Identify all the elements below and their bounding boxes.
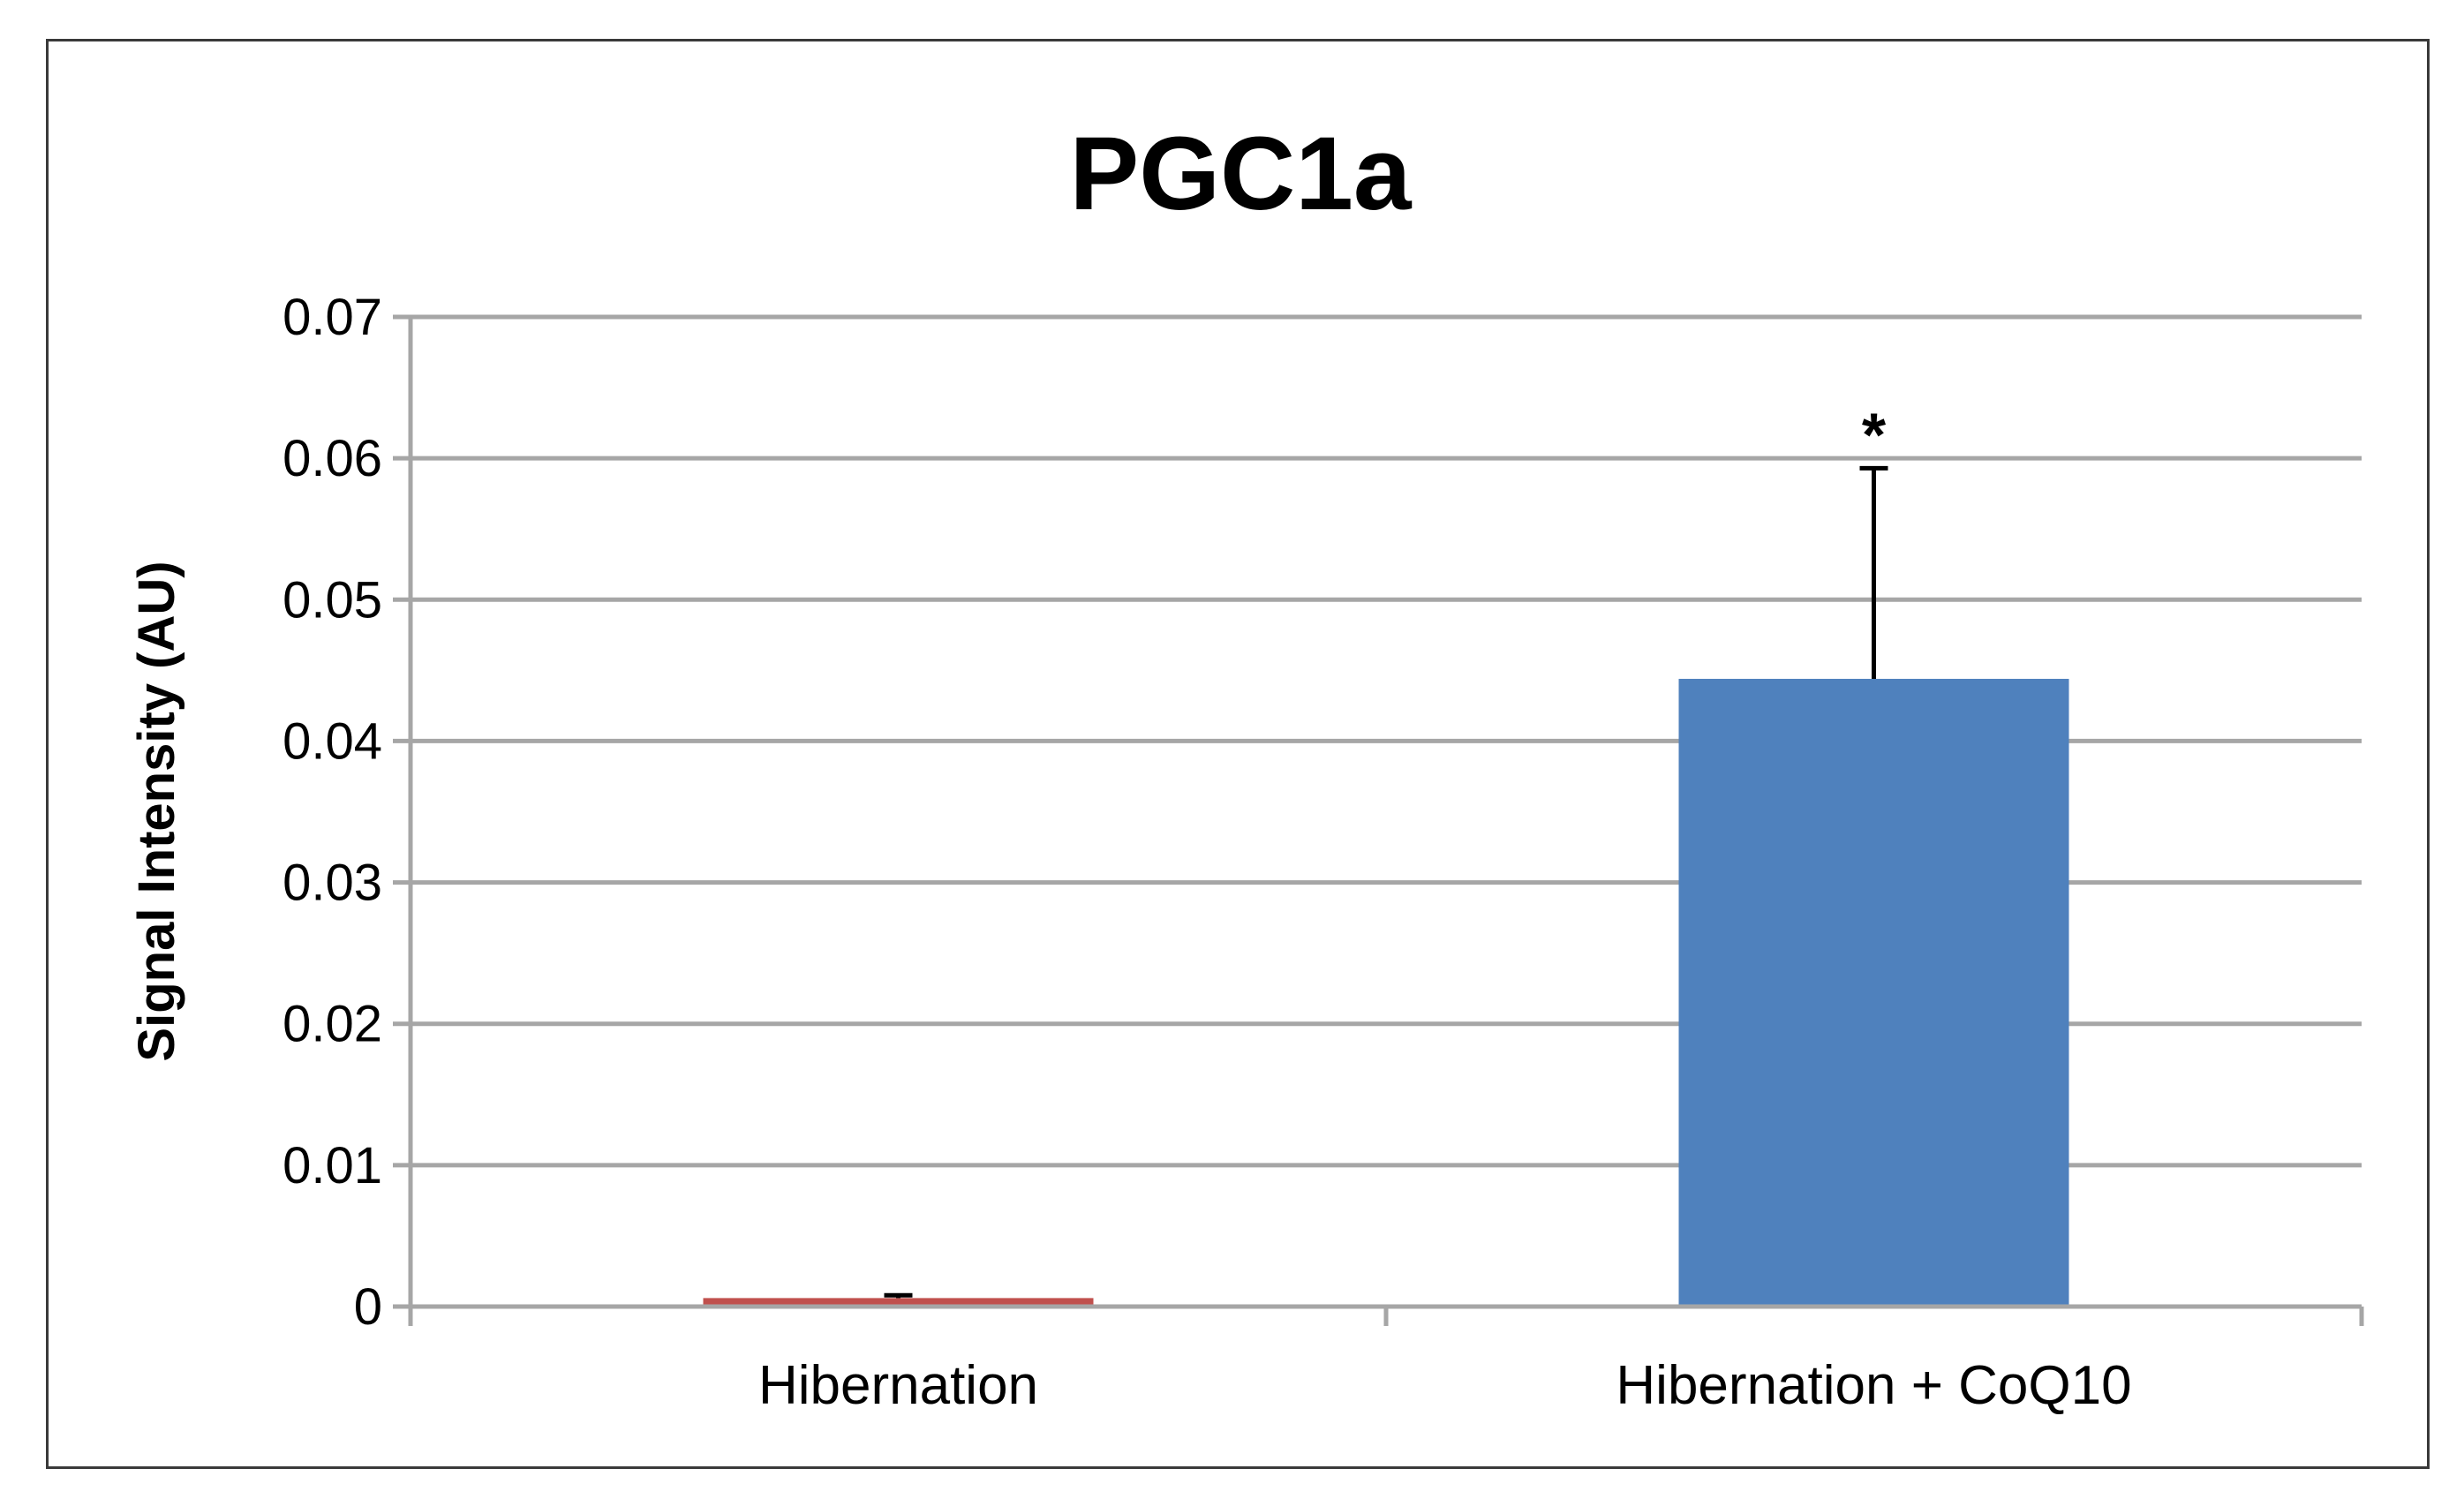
bars [703, 465, 2069, 1307]
y-tick-label: 0.04 [283, 712, 382, 770]
chart-title: PGC1a [1070, 116, 1413, 232]
bar [703, 1298, 1094, 1307]
y-tick-label: 0.03 [283, 855, 382, 912]
x-tick-label: Hibernation [758, 1355, 1038, 1416]
y-tick-label: 0.07 [283, 289, 382, 346]
chart-frame: PGC1a Signal Intensity (AU) 0 0.01 0.02 0.0… [46, 39, 2430, 1469]
y-tick-label: 0 [354, 1278, 382, 1336]
y-tick-label: 0.01 [283, 1137, 382, 1194]
x-tick-label: Hibernation + CoQ10 [1616, 1355, 2131, 1416]
bar [1678, 678, 2069, 1307]
significance-asterisk: * [1862, 400, 1887, 469]
y-axis-label: Signal Intensity (AU) [128, 561, 185, 1061]
y-tick-label: 0.05 [283, 571, 382, 629]
tick-labels: 0 0.01 0.02 0.03 0.04 0.05 0.06 0.07 Hibernation… [283, 289, 2131, 1416]
y-tick-label: 0.02 [283, 996, 382, 1053]
gridlines [411, 314, 2362, 1168]
bar-chart: PGC1a Signal Intensity (AU) 0 0.01 0.02 0.0… [128, 116, 2364, 1416]
axes [393, 314, 2364, 1326]
y-tick-label: 0.06 [283, 430, 382, 487]
